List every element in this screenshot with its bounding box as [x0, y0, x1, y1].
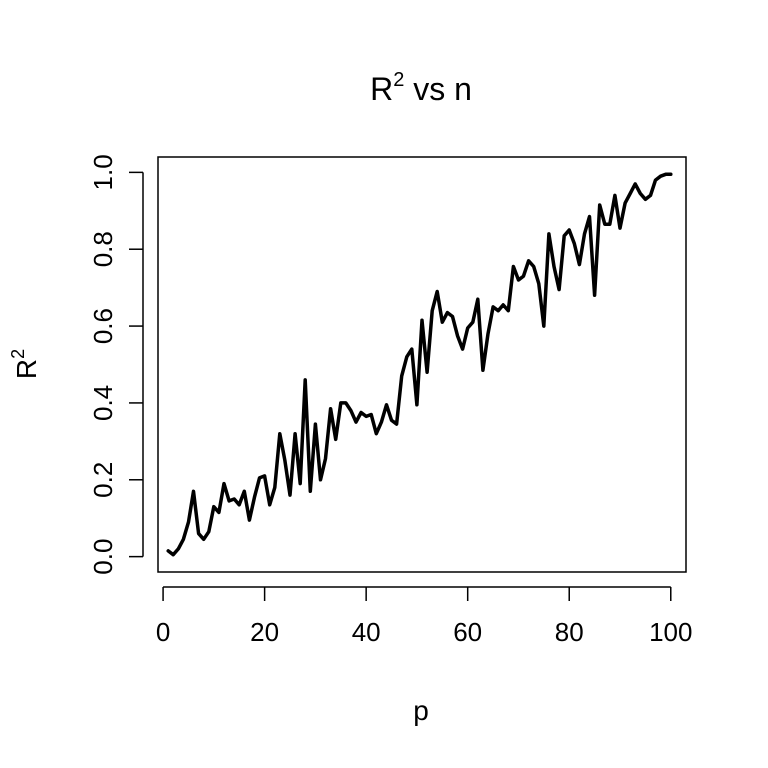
x-tick-label: 80 [555, 617, 584, 647]
x-axis: 0 20 40 60 80 100 [156, 586, 692, 647]
y-axis-label-superscript: 2 [8, 349, 28, 359]
y-tick-label: 0.6 [88, 308, 118, 344]
y-tick-label: 1.0 [88, 154, 118, 190]
y-axis-label-text: R [11, 359, 42, 379]
y-tick-label: 0.4 [88, 385, 118, 421]
y-axis-label: R2 [8, 349, 42, 379]
x-axis-label: p [413, 695, 429, 726]
x-tick-label: 100 [649, 617, 692, 647]
y-tick-label: 0.8 [88, 231, 118, 267]
x-tick-label: 60 [453, 617, 482, 647]
title-text: R [370, 71, 393, 107]
x-tick-label: 0 [156, 617, 170, 647]
x-tick-label: 20 [250, 617, 279, 647]
y-tick-label: 0.2 [88, 462, 118, 498]
x-tick-label: 40 [352, 617, 381, 647]
y-axis: 0.0 0.2 0.4 0.6 0.8 1.0 [88, 154, 144, 575]
plot-area-frame [157, 156, 687, 573]
series-line-r-squared [166, 172, 673, 557]
chart-title: R2 vs n [370, 69, 472, 107]
y-tick-label: 0.0 [88, 539, 118, 575]
title-superscript: 2 [393, 69, 404, 91]
title-rest: vs n [404, 71, 472, 107]
